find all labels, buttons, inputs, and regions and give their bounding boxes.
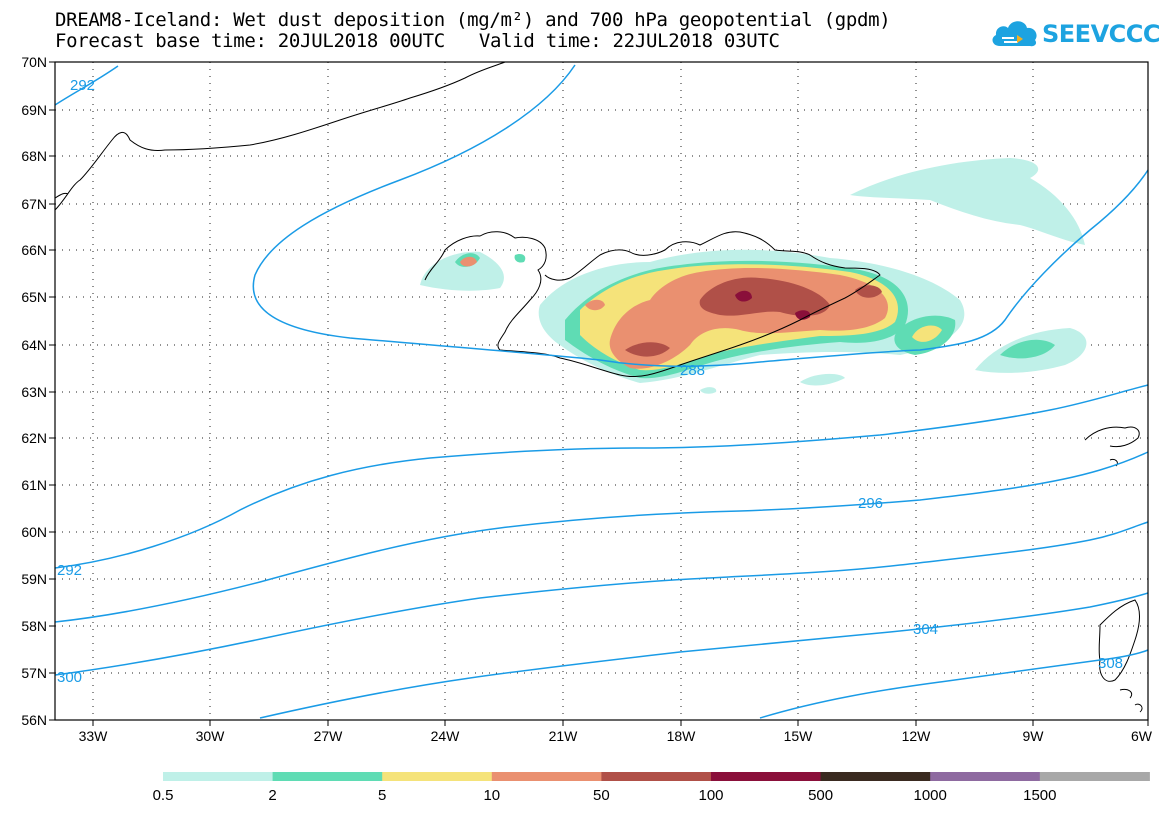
latitude-label: 69N	[21, 102, 47, 118]
latitude-label: 60N	[21, 524, 47, 540]
legend-swatch	[601, 772, 712, 781]
legend-swatch	[711, 772, 822, 781]
longitude-label: 27W	[314, 728, 344, 744]
seevccc-logo: SEEVCCC	[990, 14, 1170, 54]
legend-swatch	[163, 772, 274, 781]
latitude-label: 62N	[21, 430, 47, 446]
legend-swatch	[1039, 772, 1150, 781]
legend-swatch	[491, 772, 602, 781]
legend-label: 100	[698, 787, 723, 804]
legend-colorbar: 0.5 2 5 10 50 100 500 1000 1500	[153, 772, 1150, 804]
tick-marks	[49, 61, 1149, 726]
legend-label: 2	[268, 787, 276, 804]
contour-label: 288	[680, 362, 705, 379]
contour-labels: 292 288 296 292 304 300 308	[57, 77, 1123, 686]
longitude-label: 6W	[1131, 728, 1153, 744]
legend-label: 10	[483, 787, 500, 804]
map-subtitle: Forecast base time: 20JUL2018 00UTC Valid…	[55, 31, 780, 51]
contour-label: 292	[70, 77, 95, 94]
latitude-labels: 70N 69N 68N 67N 66N 65N 64N 63N 62N 61N 60N 59N 58N 5…	[21, 54, 47, 728]
longitude-label: 24W	[431, 728, 461, 744]
latitude-label: 70N	[21, 54, 47, 70]
coastlines	[54, 61, 1143, 713]
geopotential-contours	[54, 64, 1149, 719]
contour-label: 300	[57, 669, 82, 686]
logo-text: SEEVCCC	[1042, 20, 1161, 48]
latitude-label: 68N	[21, 148, 47, 164]
longitude-label: 9W	[1023, 728, 1045, 744]
legend-label: 5	[378, 787, 386, 804]
longitude-label: 18W	[667, 728, 697, 744]
map-frame	[54, 61, 1149, 721]
legend-swatch	[382, 772, 493, 781]
cloud-logo-icon	[992, 21, 1037, 47]
valid-time: Valid time: 22JUL2018 03UTC	[478, 30, 780, 52]
legend-label: 1000	[914, 787, 947, 804]
contour-label: 304	[913, 621, 938, 638]
legend-label: 0.5	[153, 787, 174, 804]
longitude-label: 21W	[549, 728, 579, 744]
contour-label: 292	[57, 562, 82, 579]
latitude-label: 59N	[21, 571, 47, 587]
legend-swatch	[930, 772, 1041, 781]
longitude-label: 15W	[784, 728, 814, 744]
latitude-label: 56N	[21, 712, 47, 728]
legend-label: 500	[808, 787, 833, 804]
contour-label: 296	[858, 495, 883, 512]
latitude-label: 67N	[21, 196, 47, 212]
legend-label: 50	[593, 787, 610, 804]
latitude-label: 61N	[21, 477, 47, 493]
forecast-base-time: Forecast base time: 20JUL2018 00UTC	[55, 30, 445, 52]
longitude-label: 33W	[79, 728, 109, 744]
latitude-label: 64N	[21, 337, 47, 353]
dust-deposition-field	[420, 158, 1087, 394]
longitude-label: 30W	[196, 728, 226, 744]
longitude-labels: 33W 30W 27W 24W 21W 18W 15W 12W 9W 6W	[79, 728, 1153, 744]
latitude-label: 65N	[21, 289, 47, 305]
legend-swatch	[272, 772, 383, 781]
latitude-label: 66N	[21, 242, 47, 258]
map-title: DREAM8-Iceland: Wet dust deposition (mg/…	[55, 9, 891, 31]
latitude-label: 57N	[21, 665, 47, 681]
legend-label: 1500	[1023, 787, 1056, 804]
legend-swatch	[820, 772, 931, 781]
latitude-label: 63N	[21, 384, 47, 400]
contour-label: 308	[1098, 655, 1123, 672]
latitude-label: 58N	[21, 618, 47, 634]
longitude-label: 12W	[902, 728, 932, 744]
